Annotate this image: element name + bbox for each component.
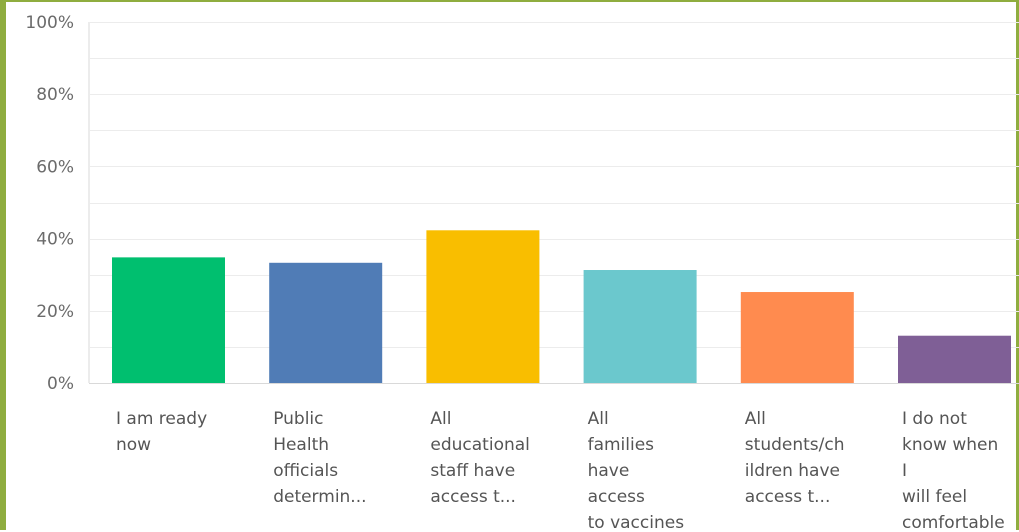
- bar[interactable]: [583, 270, 697, 383]
- x-category-label-line: will feel: [902, 487, 967, 507]
- x-category-label-line: access t...: [745, 487, 831, 507]
- x-category-label: All students/ch ildren have access t...: [745, 409, 845, 507]
- x-category-label-line: I: [902, 461, 907, 481]
- gridlines: [88, 22, 1019, 384]
- y-tick-label: 80%: [36, 85, 74, 105]
- bar[interactable]: [269, 262, 383, 383]
- y-tick-label: 40%: [36, 230, 74, 250]
- bar-chart: 0% 20% 40% 60% 80% 100% I am ready now Public He…: [25, 13, 1019, 532]
- bars: [112, 230, 1011, 383]
- x-category-label-line: educational: [430, 435, 530, 455]
- x-category-label-line: students/ch: [745, 435, 845, 455]
- bar[interactable]: [740, 292, 854, 383]
- bar[interactable]: [898, 335, 1011, 383]
- x-category-label-line: access t...: [430, 487, 516, 507]
- x-category-label-line: All: [430, 409, 451, 429]
- x-category-label-line: comfortable: [902, 513, 1005, 532]
- x-category-label-line: All: [588, 409, 609, 429]
- x-category-label-line: families: [588, 435, 655, 455]
- x-category-label-line: to vaccines: [588, 513, 685, 532]
- x-category-label-line: ildren have: [745, 461, 840, 481]
- y-tick-label: 0%: [47, 374, 74, 394]
- y-tick-label: 60%: [36, 157, 74, 177]
- x-category-label-line: Public: [273, 409, 323, 429]
- x-category-label-line: access: [588, 487, 645, 507]
- x-category-label-line: know when: [902, 435, 998, 455]
- x-category-label-line: staff have: [430, 461, 515, 481]
- x-category-label-line: I am ready: [116, 409, 207, 429]
- x-category-label-line: officials: [273, 461, 338, 481]
- bar[interactable]: [112, 257, 225, 383]
- x-category-label-line: Health: [273, 435, 329, 455]
- x-category-label: Public Health officials determin...: [273, 409, 366, 507]
- x-category-label-line: I do not: [902, 409, 967, 429]
- x-category-label-line: have: [588, 461, 630, 481]
- y-axis-ticks: 0% 20% 40% 60% 80% 100%: [25, 13, 74, 394]
- x-category-label-line: determin...: [273, 487, 366, 507]
- bar[interactable]: [426, 230, 540, 383]
- x-category-label: I am ready now: [116, 409, 207, 455]
- x-category-label-line: now: [116, 435, 151, 455]
- y-tick-label: 20%: [36, 302, 74, 322]
- x-category-label: All families have access to vaccines: [588, 409, 685, 532]
- x-axis-category-labels: I am ready now Public Health officials determ…: [116, 409, 1005, 532]
- y-tick-label: 100%: [25, 13, 74, 33]
- x-category-label: All educational staff have access t...: [430, 409, 530, 507]
- x-category-label-line: All: [745, 409, 766, 429]
